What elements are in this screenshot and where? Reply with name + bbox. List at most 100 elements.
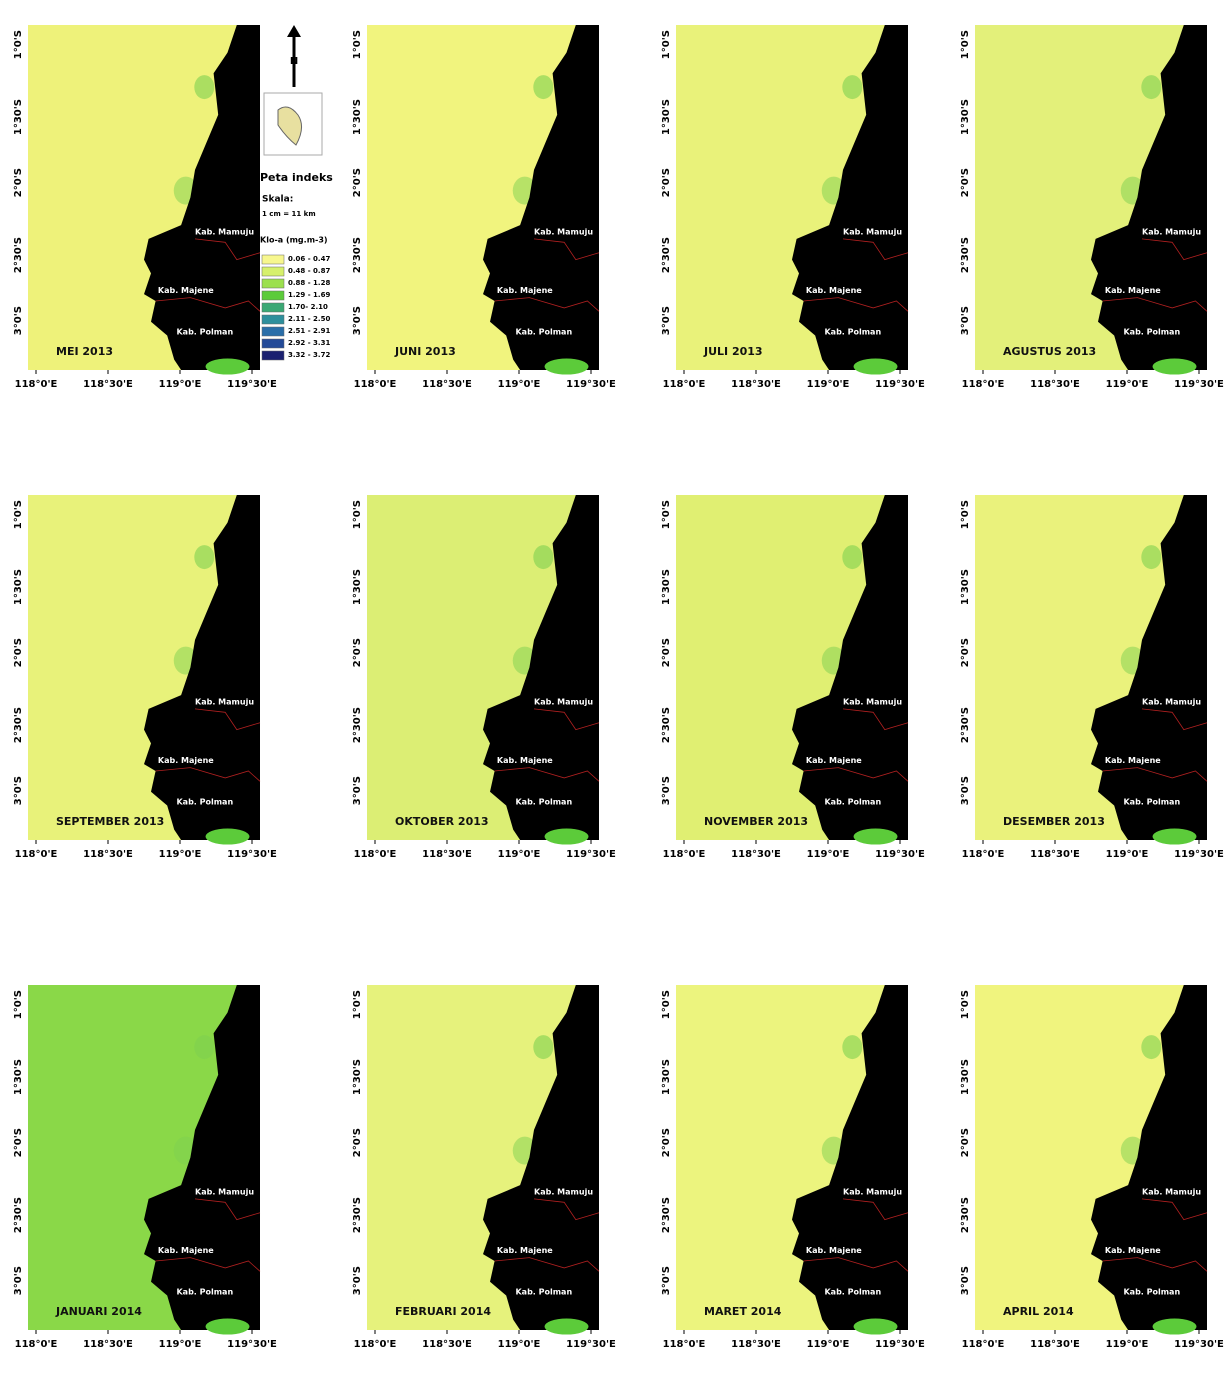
region-label: Kab. Mamuju (534, 1188, 593, 1197)
map-panel: Kab. MamujuKab. MajeneKab. PolmanJANUARI… (13, 985, 277, 1350)
map-panel: Kab. MamujuKab. MajeneKab. PolmanFEBRUAR… (352, 985, 616, 1350)
region-label: Kab. Polman (824, 1288, 881, 1297)
chlorophyll-patch (1141, 75, 1161, 99)
y-label: 2°30'S (960, 237, 971, 273)
region-label: Kab. Polman (176, 1288, 233, 1297)
region-label: Kab. Polman (1123, 328, 1180, 337)
y-label: 2°0'S (352, 638, 363, 667)
x-label: 119°0'E (159, 1339, 202, 1350)
y-label: 1°30'S (960, 569, 971, 605)
legend-label: 0.06 - 0.47 (288, 255, 330, 263)
x-label: 119°0'E (1106, 1339, 1149, 1350)
x-label: 118°30'E (1030, 379, 1080, 390)
chlorophyll-patch (1153, 359, 1197, 375)
region-label: Kab. Mamuju (534, 698, 593, 707)
region-label: Kab. Majene (497, 286, 553, 295)
y-label: 3°0'S (352, 1266, 363, 1295)
y-label: 1°30'S (661, 99, 672, 135)
region-label: Kab. Majene (158, 286, 214, 295)
x-label: 118°0'E (354, 849, 397, 860)
x-label: 119°0'E (498, 379, 541, 390)
legend-label: 0.88 - 1.28 (288, 279, 330, 287)
map-panel: Kab. MamujuKab. MajeneKab. PolmanJULI 20… (661, 25, 925, 390)
x-label: 119°0'E (1106, 849, 1149, 860)
y-label: 3°0'S (13, 776, 24, 805)
x-label: 119°30'E (566, 1339, 616, 1350)
y-label: 2°30'S (960, 1197, 971, 1233)
chlorophyll-patch (1153, 829, 1197, 845)
x-label: 119°30'E (1174, 379, 1224, 390)
scale-title: Skala: (262, 195, 293, 205)
map-title: JUNI 2013 (394, 345, 456, 358)
region-label: Kab. Mamuju (195, 228, 254, 237)
x-label: 119°0'E (807, 849, 850, 860)
y-label: 1°30'S (352, 1059, 363, 1095)
scale: 1 cm = 11 km (262, 210, 316, 218)
y-label: 2°0'S (661, 638, 672, 667)
y-label: 1°0'S (352, 30, 363, 59)
y-label: 2°30'S (352, 237, 363, 273)
chlorophyll-patch (194, 75, 214, 99)
x-label: 119°30'E (566, 379, 616, 390)
legend-swatch (262, 267, 284, 276)
legend-swatch (262, 291, 284, 300)
x-label: 118°30'E (83, 849, 133, 860)
y-label: 2°0'S (960, 168, 971, 197)
x-label: 119°0'E (1106, 379, 1149, 390)
x-label: 118°0'E (962, 379, 1005, 390)
y-label: 2°0'S (661, 168, 672, 197)
region-label: Kab. Mamuju (1142, 698, 1201, 707)
region-label: Kab. Mamuju (1142, 1188, 1201, 1197)
chlorophyll-patch (206, 829, 250, 845)
y-label: 3°0'S (352, 776, 363, 805)
map-title: AGUSTUS 2013 (1003, 345, 1096, 358)
region-label: Kab. Polman (1123, 798, 1180, 807)
map-panel: Kab. MamujuKab. MajeneKab. PolmanSEPTEMB… (13, 495, 277, 860)
x-label: 118°0'E (663, 379, 706, 390)
y-label: 1°0'S (13, 30, 24, 59)
region-label: Kab. Mamuju (534, 228, 593, 237)
x-label: 118°0'E (962, 1339, 1005, 1350)
map-title: JANUARI 2014 (55, 1305, 142, 1318)
y-label: 2°30'S (661, 1197, 672, 1233)
region-label: Kab. Majene (497, 756, 553, 765)
region-label: Kab. Majene (1105, 1246, 1161, 1255)
y-label: 1°0'S (352, 500, 363, 529)
x-label: 119°0'E (159, 849, 202, 860)
region-label: Kab. Mamuju (195, 1188, 254, 1197)
y-label: 2°0'S (13, 168, 24, 197)
legend-label: 1.70- 2.10 (288, 303, 328, 311)
legend-label: 2.11 - 2.50 (288, 315, 330, 323)
y-label: 1°30'S (661, 1059, 672, 1095)
chlorophyll-patch (194, 545, 214, 569)
chlorophyll-patch (842, 1035, 862, 1059)
y-label: 1°0'S (13, 990, 24, 1019)
legend-swatch (262, 327, 284, 336)
x-label: 119°30'E (566, 849, 616, 860)
y-label: 3°0'S (13, 1266, 24, 1295)
region-label: Kab. Majene (1105, 756, 1161, 765)
y-label: 1°30'S (960, 99, 971, 135)
y-label: 2°30'S (13, 237, 24, 273)
legend-swatch (262, 255, 284, 264)
y-label: 1°0'S (661, 500, 672, 529)
legend-swatch (262, 315, 284, 324)
x-label: 118°0'E (15, 1339, 58, 1350)
y-label: 1°30'S (352, 99, 363, 135)
x-label: 119°0'E (159, 379, 202, 390)
legend-label: 2.92 - 3.31 (288, 339, 330, 347)
chlorophyll-patch (194, 1035, 214, 1059)
map-title: DESEMBER 2013 (1003, 815, 1105, 828)
region-label: Kab. Mamuju (195, 698, 254, 707)
y-label: 2°0'S (960, 638, 971, 667)
map-title: OKTOBER 2013 (395, 815, 489, 828)
region-label: Kab. Polman (824, 798, 881, 807)
x-label: 118°0'E (354, 379, 397, 390)
legend-label: 2.51 - 2.91 (288, 327, 330, 335)
y-label: 2°30'S (13, 1197, 24, 1233)
x-label: 118°30'E (422, 849, 472, 860)
map-panel: Kab. MamujuKab. MajeneKab. PolmanAGUSTUS… (960, 25, 1224, 390)
